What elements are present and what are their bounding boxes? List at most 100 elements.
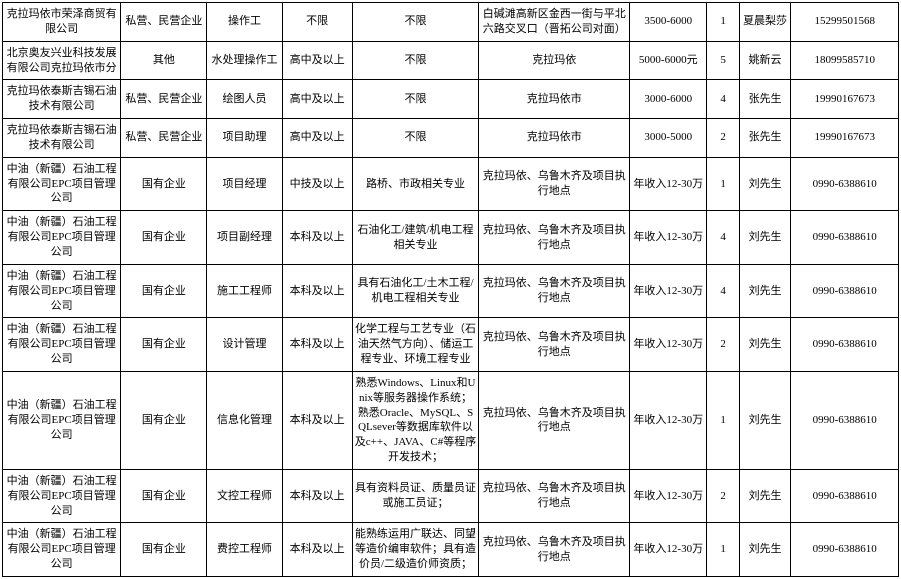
cell-col3: 本科及以上 xyxy=(282,469,352,523)
cell-col0: 克拉玛依泰斯吉锡石油技术有限公司 xyxy=(3,119,121,158)
cell-col4: 不限 xyxy=(352,3,479,42)
cell-col6: 年收入12-30万 xyxy=(630,157,707,211)
cell-col9: 19990167673 xyxy=(791,80,899,119)
cell-col4: 具有资料员证、质量员证或施工员证； xyxy=(352,469,479,523)
cell-col5: 克拉玛依、乌鲁木齐及项目执行地点 xyxy=(479,523,630,577)
cell-col3: 中技及以上 xyxy=(282,157,352,211)
cell-col6: 年收入12-30万 xyxy=(630,264,707,318)
table-row: 中油（新疆）石油工程有限公司EPC项目管理公司国有企业项目副经理本科及以上石油化… xyxy=(3,211,899,265)
cell-col6: 5000-6000元 xyxy=(630,41,707,80)
cell-col5: 克拉玛依、乌鲁木齐及项目执行地点 xyxy=(479,469,630,523)
cell-col0: 中油（新疆）石油工程有限公司EPC项目管理公司 xyxy=(3,371,121,469)
table-row: 克拉玛依泰斯吉锡石油技术有限公司私营、民营企业绘图人员高中及以上不限克拉玛依市3… xyxy=(3,80,899,119)
cell-col7: 2 xyxy=(707,469,739,523)
cell-col9: 0990-6388610 xyxy=(791,523,899,577)
cell-col5: 克拉玛依、乌鲁木齐及项目执行地点 xyxy=(479,371,630,469)
cell-col1: 国有企业 xyxy=(121,371,207,469)
cell-col8: 刘先生 xyxy=(739,157,791,211)
cell-col4: 不限 xyxy=(352,41,479,80)
cell-col5: 克拉玛依、乌鲁木齐及项目执行地点 xyxy=(479,264,630,318)
cell-col2: 水处理操作工 xyxy=(207,41,282,80)
cell-col9: 19990167673 xyxy=(791,119,899,158)
cell-col8: 刘先生 xyxy=(739,318,791,372)
cell-col4: 熟悉Windows、Linux和Unix等服务器操作系统；熟悉Oracle、My… xyxy=(352,371,479,469)
cell-col2: 费控工程师 xyxy=(207,523,282,577)
cell-col6: 3000-6000 xyxy=(630,80,707,119)
cell-col9: 0990-6388610 xyxy=(791,371,899,469)
cell-col7: 2 xyxy=(707,119,739,158)
cell-col2: 设计管理 xyxy=(207,318,282,372)
cell-col5: 克拉玛依、乌鲁木齐及项目执行地点 xyxy=(479,157,630,211)
table-row: 北京奥友兴业科技发展有限公司克拉玛依市分其他水处理操作工高中及以上不限克拉玛依5… xyxy=(3,41,899,80)
cell-col9: 0990-6388610 xyxy=(791,157,899,211)
cell-col7: 1 xyxy=(707,3,739,42)
cell-col1: 其他 xyxy=(121,41,207,80)
cell-col5: 克拉玛依 xyxy=(479,41,630,80)
cell-col6: 年收入12-30万 xyxy=(630,371,707,469)
cell-col9: 15299501568 xyxy=(791,3,899,42)
cell-col8: 张先生 xyxy=(739,80,791,119)
table-row: 克拉玛依泰斯吉锡石油技术有限公司私营、民营企业项目助理高中及以上不限克拉玛依市3… xyxy=(3,119,899,158)
cell-col1: 国有企业 xyxy=(121,318,207,372)
cell-col5: 克拉玛依市 xyxy=(479,80,630,119)
cell-col7: 4 xyxy=(707,80,739,119)
cell-col0: 中油（新疆）石油工程有限公司EPC项目管理公司 xyxy=(3,157,121,211)
cell-col4: 具有石油化工/土木工程/机电工程相关专业 xyxy=(352,264,479,318)
job-listing-table: 克拉玛依市荣泽商贸有限公司私营、民营企业操作工不限不限白碱滩高新区金西一街与平北… xyxy=(2,2,899,577)
cell-col2: 项目助理 xyxy=(207,119,282,158)
cell-col0: 中油（新疆）石油工程有限公司EPC项目管理公司 xyxy=(3,211,121,265)
cell-col1: 国有企业 xyxy=(121,211,207,265)
cell-col3: 不限 xyxy=(282,3,352,42)
cell-col8: 刘先生 xyxy=(739,371,791,469)
cell-col6: 3000-5000 xyxy=(630,119,707,158)
cell-col7: 1 xyxy=(707,371,739,469)
cell-col5: 克拉玛依、乌鲁木齐及项目执行地点 xyxy=(479,211,630,265)
table-row: 中油（新疆）石油工程有限公司EPC项目管理公司国有企业施工工程师本科及以上具有石… xyxy=(3,264,899,318)
table-row: 中油（新疆）石油工程有限公司EPC项目管理公司国有企业设计管理本科及以上化学工程… xyxy=(3,318,899,372)
cell-col4: 不限 xyxy=(352,80,479,119)
cell-col8: 刘先生 xyxy=(739,469,791,523)
cell-col1: 国有企业 xyxy=(121,157,207,211)
cell-col3: 本科及以上 xyxy=(282,264,352,318)
cell-col2: 项目经理 xyxy=(207,157,282,211)
cell-col3: 高中及以上 xyxy=(282,80,352,119)
cell-col1: 国有企业 xyxy=(121,523,207,577)
cell-col4: 不限 xyxy=(352,119,479,158)
cell-col0: 克拉玛依泰斯吉锡石油技术有限公司 xyxy=(3,80,121,119)
cell-col2: 文控工程师 xyxy=(207,469,282,523)
table-row: 中油（新疆）石油工程有限公司EPC项目管理公司国有企业费控工程师本科及以上能熟练… xyxy=(3,523,899,577)
cell-col6: 年收入12-30万 xyxy=(630,211,707,265)
cell-col2: 项目副经理 xyxy=(207,211,282,265)
cell-col7: 5 xyxy=(707,41,739,80)
cell-col8: 刘先生 xyxy=(739,264,791,318)
cell-col0: 中油（新疆）石油工程有限公司EPC项目管理公司 xyxy=(3,318,121,372)
cell-col7: 4 xyxy=(707,211,739,265)
cell-col4: 化学工程与工艺专业（石油天然气方向）、储运工程专业、环境工程专业 xyxy=(352,318,479,372)
cell-col8: 刘先生 xyxy=(739,523,791,577)
cell-col6: 年收入12-30万 xyxy=(630,469,707,523)
cell-col7: 1 xyxy=(707,523,739,577)
cell-col5: 克拉玛依、乌鲁木齐及项目执行地点 xyxy=(479,318,630,372)
cell-col0: 中油（新疆）石油工程有限公司EPC项目管理公司 xyxy=(3,264,121,318)
cell-col5: 克拉玛依市 xyxy=(479,119,630,158)
cell-col3: 本科及以上 xyxy=(282,371,352,469)
cell-col9: 0990-6388610 xyxy=(791,469,899,523)
cell-col2: 绘图人员 xyxy=(207,80,282,119)
cell-col1: 私营、民营企业 xyxy=(121,3,207,42)
cell-col8: 姚新云 xyxy=(739,41,791,80)
cell-col4: 路桥、市政相关专业 xyxy=(352,157,479,211)
cell-col3: 本科及以上 xyxy=(282,211,352,265)
cell-col5: 白碱滩高新区金西一街与平北六路交叉口（晋拓公司对面） xyxy=(479,3,630,42)
cell-col9: 0990-6388610 xyxy=(791,211,899,265)
cell-col3: 高中及以上 xyxy=(282,41,352,80)
cell-col2: 操作工 xyxy=(207,3,282,42)
cell-col3: 高中及以上 xyxy=(282,119,352,158)
cell-col6: 年收入12-30万 xyxy=(630,523,707,577)
cell-col8: 刘先生 xyxy=(739,211,791,265)
cell-col1: 私营、民营企业 xyxy=(121,80,207,119)
cell-col1: 国有企业 xyxy=(121,469,207,523)
cell-col4: 石油化工/建筑/机电工程相关专业 xyxy=(352,211,479,265)
table-row: 中油（新疆）石油工程有限公司EPC项目管理公司国有企业项目经理中技及以上路桥、市… xyxy=(3,157,899,211)
cell-col2: 信息化管理 xyxy=(207,371,282,469)
cell-col1: 国有企业 xyxy=(121,264,207,318)
